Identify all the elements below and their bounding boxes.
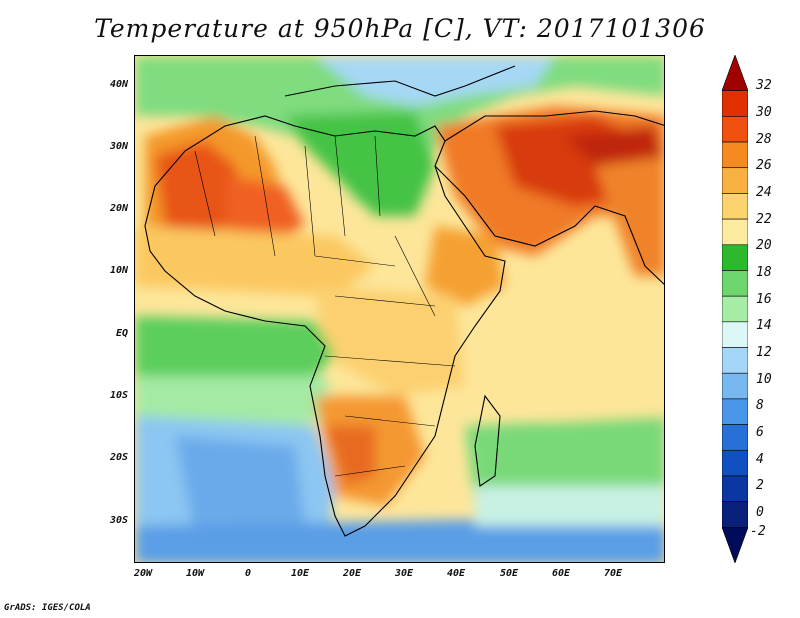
y-tick-10S: 10S — [109, 390, 128, 401]
cb-label-28: 28 — [756, 132, 772, 147]
colorbar-swatch — [722, 449, 748, 477]
y-tick-30S: 30S — [109, 515, 128, 526]
colorbar-swatch — [722, 218, 748, 246]
x-tick-60E: 60E — [552, 568, 571, 579]
colorbar-swatch — [722, 475, 748, 502]
y-tick-30N: 30N — [109, 141, 128, 152]
cb-label-22: 22 — [756, 212, 772, 227]
colorbar-swatch — [722, 270, 748, 297]
cb-label-8: 8 — [756, 398, 764, 413]
x-tick-40E: 40E — [447, 568, 466, 579]
x-tick-50E: 50E — [500, 568, 519, 579]
x-tick-20W: 20W — [134, 568, 153, 579]
x-tick-20E: 20E — [343, 568, 362, 579]
cb-label-24: 24 — [756, 185, 772, 200]
cb-label-2: 2 — [756, 478, 764, 493]
cb-label-14: 14 — [756, 318, 772, 333]
cb-label-0: 0 — [756, 505, 764, 520]
y-tick-40N: 40N — [109, 79, 128, 90]
colorbar-swatch — [722, 321, 748, 348]
cb-label-30: 30 — [756, 105, 772, 120]
country-borders — [194, 135, 456, 477]
arabia-coast — [434, 165, 664, 285]
cb-label-20: 20 — [756, 238, 772, 253]
cb-label-10: 10 — [756, 372, 772, 387]
colorbar-swatch — [722, 347, 748, 374]
x-tick-0: 0 — [245, 568, 252, 579]
colorbar-swatch — [722, 244, 748, 271]
colorbar-swatch — [722, 90, 748, 117]
cb-label-6: 6 — [756, 425, 764, 440]
colorbar-swatch — [722, 372, 748, 400]
colorbar-swatch — [722, 193, 748, 220]
temperature-map — [134, 55, 665, 563]
cb-label-4: 4 — [756, 452, 764, 467]
cb-label-16: 16 — [756, 292, 772, 307]
cb-label-minus2: -2 — [750, 524, 766, 539]
x-tick-10W: 10W — [186, 568, 205, 579]
colorbar-swatch — [722, 527, 748, 563]
colorbar-swatch — [722, 141, 748, 169]
y-tick-EQ: EQ — [115, 328, 128, 339]
colorbar-swatch — [722, 501, 748, 528]
colorbar-swatch — [722, 167, 748, 194]
cb-label-32: 32 — [756, 78, 772, 93]
x-tick-10E: 10E — [291, 568, 310, 579]
colorbar-swatch — [722, 55, 748, 91]
colorbar-swatch — [722, 424, 748, 451]
colorbar-swatch — [722, 116, 748, 143]
temperature-field — [135, 56, 664, 562]
europe-coast — [284, 65, 516, 97]
cb-label-18: 18 — [756, 265, 772, 280]
x-tick-30E: 30E — [395, 568, 414, 579]
credit-label: GrADS: IGES/COLA — [4, 603, 91, 613]
map-svg — [135, 56, 664, 562]
colorbar — [722, 55, 748, 563]
madagascar — [474, 394, 501, 487]
y-tick-20S: 20S — [109, 452, 128, 463]
y-tick-10N: 10N — [109, 265, 128, 276]
colorbar-swatch — [722, 398, 748, 425]
cb-label-26: 26 — [756, 158, 772, 173]
y-tick-20N: 20N — [109, 203, 128, 214]
colorbar-swatch — [722, 295, 748, 323]
x-tick-70E: 70E — [604, 568, 623, 579]
asia-coast — [444, 110, 664, 142]
cb-label-12: 12 — [756, 345, 772, 360]
map-title: Temperature at 950hPa [C], VT: 201710130… — [94, 14, 706, 43]
